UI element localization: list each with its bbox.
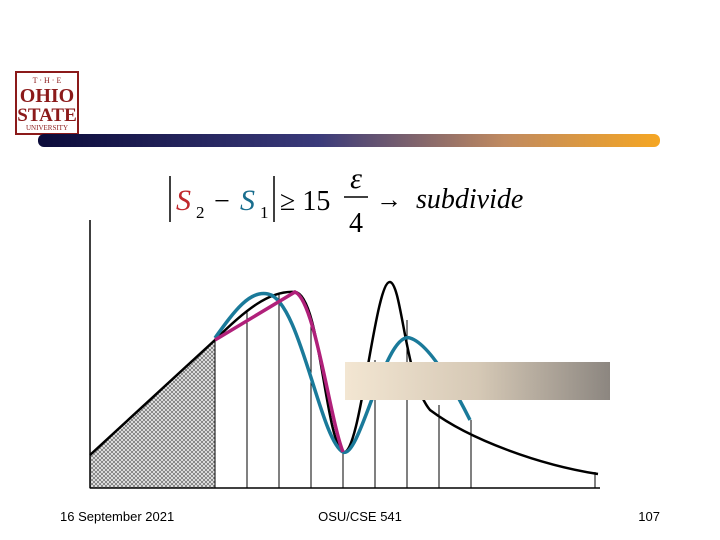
formula-subscript: 1	[260, 203, 269, 222]
formula: S 2 − S 1 ≥ 15 ε 4 → subdivide	[169, 162, 523, 239]
approx-curve	[213, 291, 472, 454]
formula-symbol: S	[240, 184, 255, 217]
footer-course: OSU/CSE 541	[318, 509, 402, 524]
title-bar	[38, 134, 660, 147]
formula-denominator: 4	[349, 208, 363, 239]
logo: T · H · E OHIO STATE UNIVERSITY	[15, 71, 79, 135]
formula-arrow: →	[376, 185, 402, 214]
formula-operator: −	[214, 186, 230, 217]
logo-text: OHIO	[20, 85, 74, 107]
diagram	[89, 220, 610, 489]
footer-date: 16 September 2021	[60, 509, 174, 524]
formula-subscript: 2	[196, 203, 205, 222]
footer-page: 107	[638, 509, 660, 524]
logo-text: STATE	[17, 105, 77, 126]
formula-relation: ≥ 15	[280, 186, 330, 217]
formula-symbol: S	[176, 184, 191, 217]
logo-text: UNIVERSITY	[26, 124, 68, 132]
shaded-area	[89, 338, 216, 489]
formula-result: subdivide	[416, 184, 523, 215]
logo-text: T · H · E	[33, 76, 62, 85]
simpson-curve	[214, 290, 345, 453]
highlight-box	[345, 362, 610, 400]
formula-numerator: ε	[350, 162, 362, 195]
logo-frame	[15, 71, 79, 135]
